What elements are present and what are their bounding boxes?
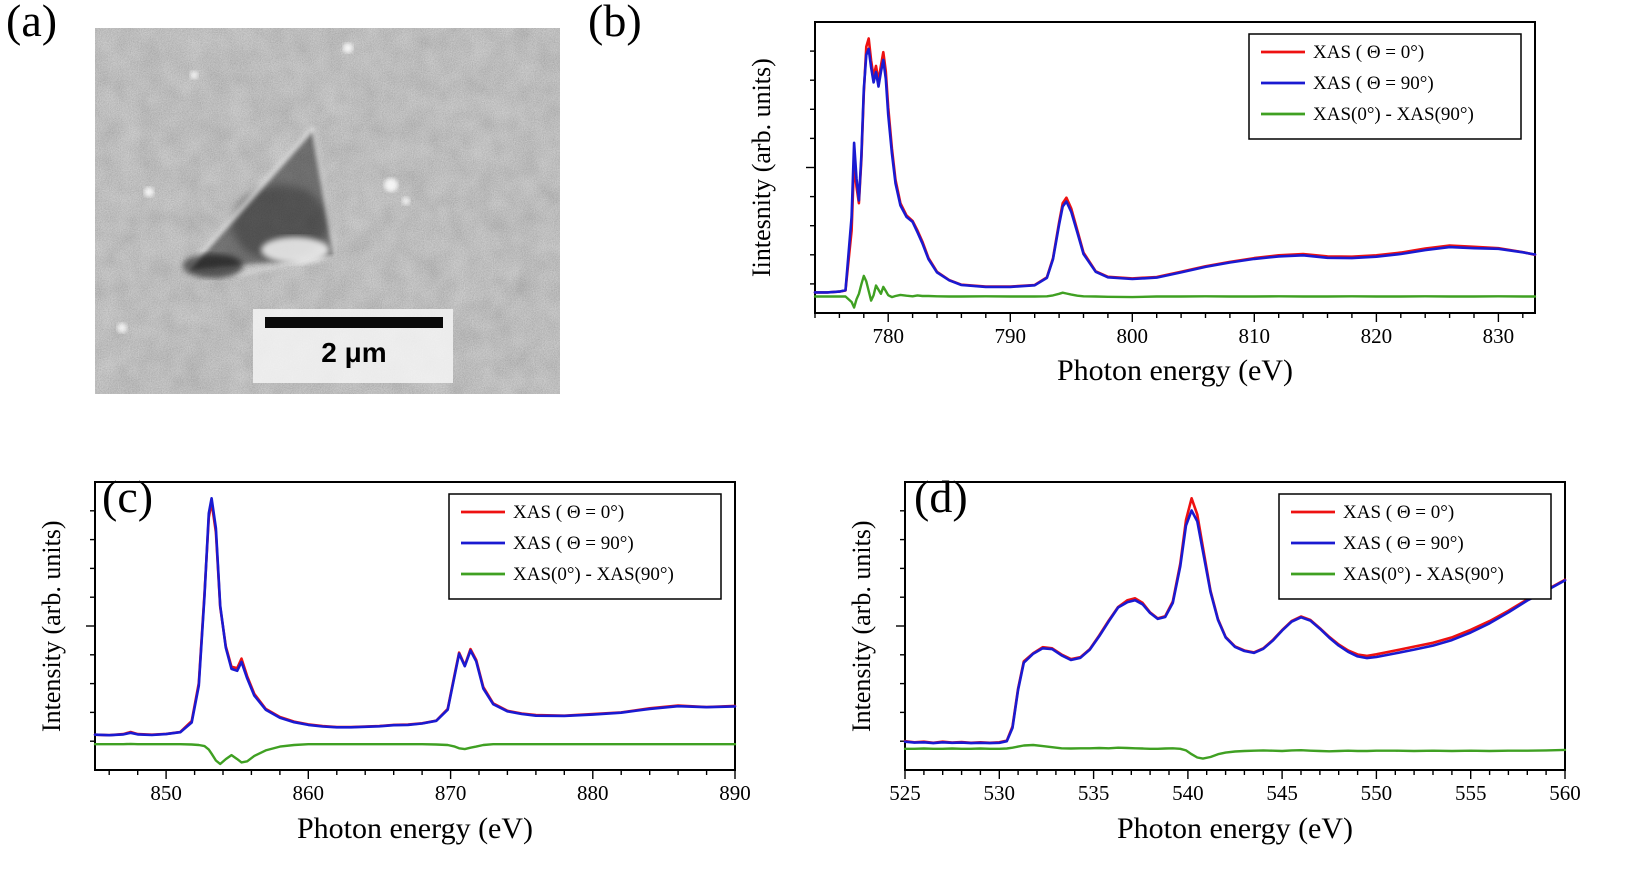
x-tick-label: 850 <box>150 781 182 805</box>
legend-label: XAS ( Θ = 90°) <box>513 533 634 554</box>
y-axis-title-d: Intensity (arb. units) <box>847 520 876 732</box>
x-tick-label: 550 <box>1361 781 1393 805</box>
legend-label: XAS ( Θ = 0°) <box>513 502 624 523</box>
x-tick-label: 555 <box>1455 781 1487 805</box>
series-line-2 <box>903 743 1567 760</box>
xas-plot-c: 850 860 870 880 890 XAS ( Θ = 0°) XAS ( Θ = 90… <box>86 481 751 805</box>
legend-label: XAS(0°) - XAS(90°) <box>1343 564 1504 585</box>
legend-label: XAS ( Θ = 0°) <box>1313 42 1424 63</box>
bright-spot <box>190 71 198 79</box>
series-line-1 <box>813 47 1537 294</box>
x-tick-label: 860 <box>293 781 325 805</box>
triangular-island <box>187 128 335 270</box>
island-bright-edge-left <box>185 126 315 272</box>
panel-label-c: (c) <box>102 471 154 522</box>
x-tick-label: 525 <box>889 781 921 805</box>
micrograph-svg: 2 μm <box>95 28 560 394</box>
series-line-1 <box>93 496 737 737</box>
y-axis-ticks <box>86 510 95 742</box>
x-axis-ticks <box>904 770 1566 779</box>
chart-panel-d: 525 530 535 540 545 550 555 560 XAS ( Θ = 0°) XAS… <box>840 468 1580 895</box>
legend-label: XAS(0°) - XAS(90°) <box>513 564 674 585</box>
x-axis-ticks <box>108 770 736 779</box>
x-tick-label: 545 <box>1266 781 1298 805</box>
x-tick-label: 530 <box>984 781 1016 805</box>
x-tick-label: 790 <box>995 324 1027 348</box>
x-axis-ticks <box>814 313 1524 322</box>
series-line-1 <box>903 509 1567 745</box>
x-axis-title-c: Photon energy (eV) <box>296 812 534 845</box>
x-tick-label: 820 <box>1361 324 1393 348</box>
y-axis-title-b: Iintesnity (arb. units) <box>747 58 776 277</box>
chart-panel-b: 780 790 800 810 820 830 XAS ( Θ = 0°) XAS ( Θ =… <box>640 8 1570 438</box>
x-tick-label: 870 <box>435 781 467 805</box>
island-bright-blob <box>261 237 329 263</box>
x-tick-label: 890 <box>719 781 751 805</box>
scale-bar <box>265 317 443 328</box>
bright-spot <box>343 43 353 53</box>
island-dark-vertex <box>183 254 243 278</box>
xas-plot-d: 525 530 535 540 545 550 555 560 XAS ( Θ = 0°) XAS… <box>889 481 1580 805</box>
x-tick-label: 535 <box>1078 781 1110 805</box>
y-axis-title-c: Intensity (arb. units) <box>37 520 66 732</box>
bright-spot <box>117 323 127 333</box>
bright-spot <box>144 187 154 197</box>
chart-panel-c: 850 860 870 880 890 XAS ( Θ = 0°) XAS ( Θ = 90… <box>30 468 760 895</box>
scale-bar-label: 2 μm <box>321 337 386 368</box>
legend-label: XAS(0°) - XAS(90°) <box>1313 104 1474 125</box>
legend-label: XAS ( Θ = 90°) <box>1313 73 1434 94</box>
x-tick-label: 560 <box>1549 781 1580 805</box>
x-tick-label: 810 <box>1239 324 1271 348</box>
series-line-2 <box>813 274 1537 309</box>
xas-plot-b: 780 790 800 810 820 830 XAS ( Θ = 0°) XAS ( Θ =… <box>806 21 1537 348</box>
legend-label: XAS ( Θ = 90°) <box>1343 533 1464 554</box>
x-tick-label: 830 <box>1483 324 1515 348</box>
x-tick-label: 880 <box>577 781 609 805</box>
bright-spot <box>402 197 410 205</box>
panel-label-a: (a) <box>6 0 58 46</box>
series-line-2 <box>93 742 737 766</box>
island-bright-edge-right <box>311 127 337 257</box>
x-axis-title-b: Photon energy (eV) <box>1056 354 1294 387</box>
scale-bar-group: 2 μm <box>253 309 453 383</box>
x-axis-title-d: Photon energy (eV) <box>1116 812 1354 845</box>
legend-label: XAS ( Θ = 0°) <box>1343 502 1454 523</box>
micrograph-image: 2 μm <box>95 28 560 394</box>
panel-label-b: (b) <box>588 0 642 46</box>
panel-label-d: (d) <box>914 471 968 522</box>
x-tick-label: 800 <box>1117 324 1149 348</box>
x-tick-label: 540 <box>1172 781 1204 805</box>
y-axis-ticks <box>896 510 905 742</box>
bright-spot <box>384 178 398 192</box>
x-tick-label: 780 <box>872 324 904 348</box>
y-axis-ticks <box>806 50 815 285</box>
